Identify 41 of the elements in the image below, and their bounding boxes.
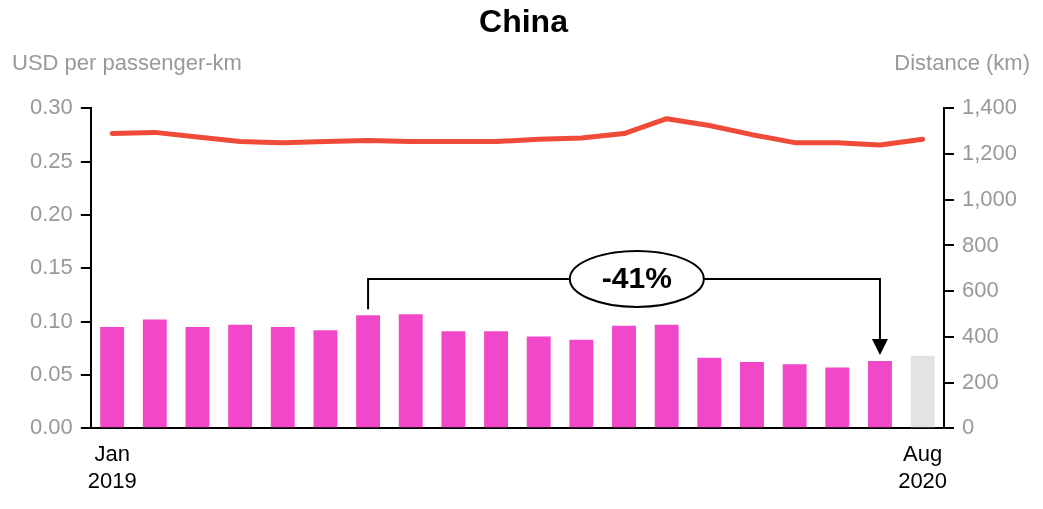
y2-tick-label: 0 [961,414,975,440]
bar [398,314,423,428]
bar [484,331,508,428]
y2-axis-title: Distance (km) [894,50,1030,75]
y2-tick-label: 800 [961,231,999,257]
bar [142,319,167,428]
y-tick-label: 0.10 [29,307,73,333]
y-tick-label: 0.15 [29,254,73,280]
y2-tick-label: 1,400 [961,94,1018,120]
bar [526,336,551,428]
bar [313,330,338,428]
y-tick-label: 0.00 [29,414,73,440]
y-tick-label: 0.30 [29,94,73,120]
bar [868,361,892,428]
bar [910,355,935,428]
y-tick-label: 0.05 [29,360,73,386]
bar [740,362,764,428]
bar [782,364,807,428]
x-tick-label: Jan 2019 [87,441,137,493]
bar [569,339,594,428]
bar [185,326,210,428]
chart-title: China [479,3,569,40]
bar [697,357,722,428]
bar [441,331,466,428]
y2-tick-label: 600 [961,277,999,303]
bar [228,324,253,428]
y2-tick-label: 200 [961,368,999,394]
bar [825,367,850,428]
y2-tick-label: 1,000 [961,185,1018,211]
y-tick-label: 0.20 [29,201,73,227]
y-axis-title: USD per passenger-km [12,50,242,75]
bar [356,315,381,428]
y2-tick-label: 1,200 [961,140,1018,166]
bar [612,325,636,428]
bar [270,326,295,428]
y2-tick-label: 400 [961,322,999,348]
bar [100,326,125,428]
annotation: -41% [601,261,672,295]
y-tick-label: 0.25 [29,147,73,173]
x-tick-label: Aug 2020 [898,441,948,493]
bar [654,324,679,428]
